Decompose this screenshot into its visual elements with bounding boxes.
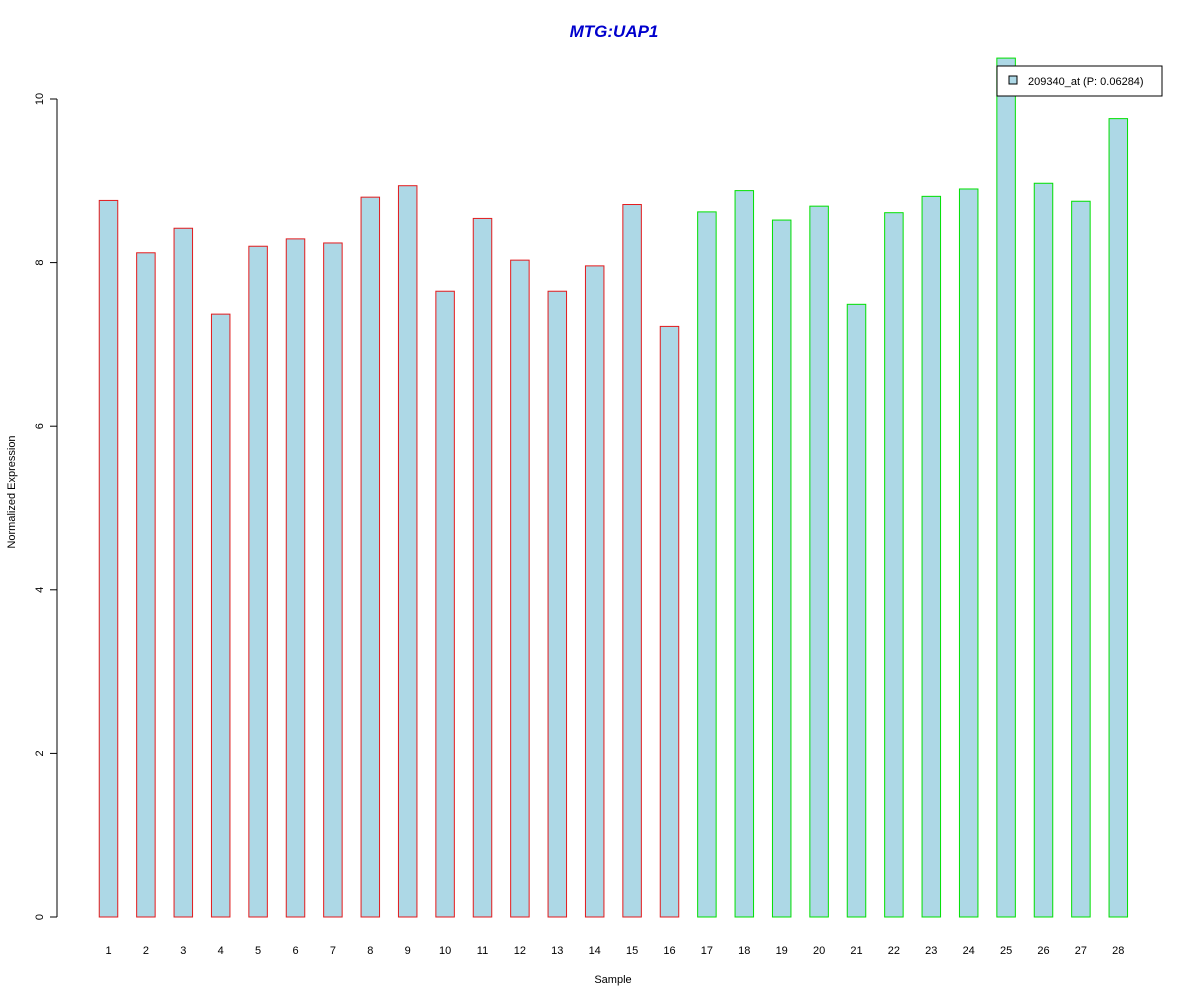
y-tick-label: 8	[34, 260, 46, 266]
y-tick-label: 10	[34, 93, 46, 105]
bar-sample-2	[136, 252, 156, 918]
bar-sample-8	[360, 196, 381, 918]
legend-box	[996, 65, 1163, 97]
y-axis-label: Normalized Expression	[6, 435, 18, 548]
x-tick-label: 26	[1037, 945, 1049, 957]
x-tick-label: 5	[255, 945, 261, 957]
chart-title: MTG:UAP1	[570, 22, 659, 41]
bars-group	[98, 57, 1129, 918]
x-tick-label: 25	[1000, 945, 1012, 957]
x-tick-label: 16	[663, 945, 675, 957]
bar-sample-23	[921, 195, 942, 918]
legend-label: 209340_at (P: 0.06284)	[1028, 76, 1144, 88]
bar-sample-3	[173, 227, 194, 918]
bar-sample-27	[1071, 200, 1091, 918]
bar-sample-15	[622, 204, 642, 918]
bar-sample-21	[846, 303, 867, 918]
x-tick-label: 23	[925, 945, 937, 957]
bar-sample-12	[510, 259, 530, 918]
y-tick-label: 0	[34, 914, 46, 920]
bar-sample-6	[285, 238, 306, 918]
x-tick-label: 12	[514, 945, 526, 957]
x-axis-label: Sample	[594, 974, 631, 986]
x-tick-label: 15	[626, 945, 638, 957]
legend-swatch	[1008, 75, 1018, 85]
x-tick-label: 10	[439, 945, 451, 957]
bar-sample-7	[323, 242, 343, 918]
bar-sample-4	[210, 313, 231, 918]
x-tick-label: 9	[405, 945, 411, 957]
bar-sample-13	[547, 290, 568, 918]
x-tick-label: 8	[367, 945, 373, 957]
y-tick-label: 4	[34, 587, 46, 593]
x-tick-label: 3	[180, 945, 186, 957]
x-tick-label: 22	[888, 945, 900, 957]
bar-sample-19	[771, 219, 792, 918]
bar-sample-9	[397, 185, 418, 918]
bar-sample-16	[659, 325, 680, 918]
bar-sample-1	[98, 199, 119, 918]
bar-sample-24	[958, 188, 979, 918]
x-tick-label: 19	[776, 945, 788, 957]
x-tick-label: 27	[1075, 945, 1087, 957]
x-tick-label: 2	[143, 945, 149, 957]
x-tick-label: 24	[963, 945, 975, 957]
bar-sample-17	[697, 211, 717, 918]
x-tick-label: 28	[1112, 945, 1124, 957]
x-tick-label: 13	[551, 945, 563, 957]
bar-sample-14	[584, 265, 605, 918]
x-tick-label: 1	[105, 945, 111, 957]
x-tick-label: 4	[218, 945, 224, 957]
x-tick-label: 17	[701, 945, 713, 957]
bar-sample-10	[435, 290, 455, 918]
bar-sample-11	[472, 217, 493, 918]
bar-sample-28	[1108, 118, 1129, 918]
y-tick-label: 2	[34, 750, 46, 756]
x-tick-label: 6	[292, 945, 298, 957]
x-tick-label: 18	[738, 945, 750, 957]
x-tick-label: 20	[813, 945, 825, 957]
x-tick-label: 14	[589, 945, 601, 957]
bar-sample-26	[1033, 182, 1054, 918]
bar-sample-25	[996, 57, 1016, 918]
bar-sample-5	[248, 245, 268, 918]
bar-sample-22	[884, 212, 904, 918]
x-axis-tick-labels: 1 2 3 4 5 6 7 8 9 10 11 12 13 14 15 16 17 18 19 20 21 22 23 24 2…	[105, 945, 1124, 957]
x-tick-label: 11	[477, 945, 488, 957]
bar-sample-20	[809, 205, 829, 918]
bar-sample-18	[734, 190, 755, 918]
x-tick-label: 21	[850, 945, 862, 957]
x-tick-label: 7	[330, 945, 336, 957]
y-tick-label: 6	[34, 423, 46, 429]
legend: 209340_at (P: 0.06284)	[996, 65, 1163, 97]
y-axis: 0 2 4 6 8 10	[34, 93, 58, 920]
